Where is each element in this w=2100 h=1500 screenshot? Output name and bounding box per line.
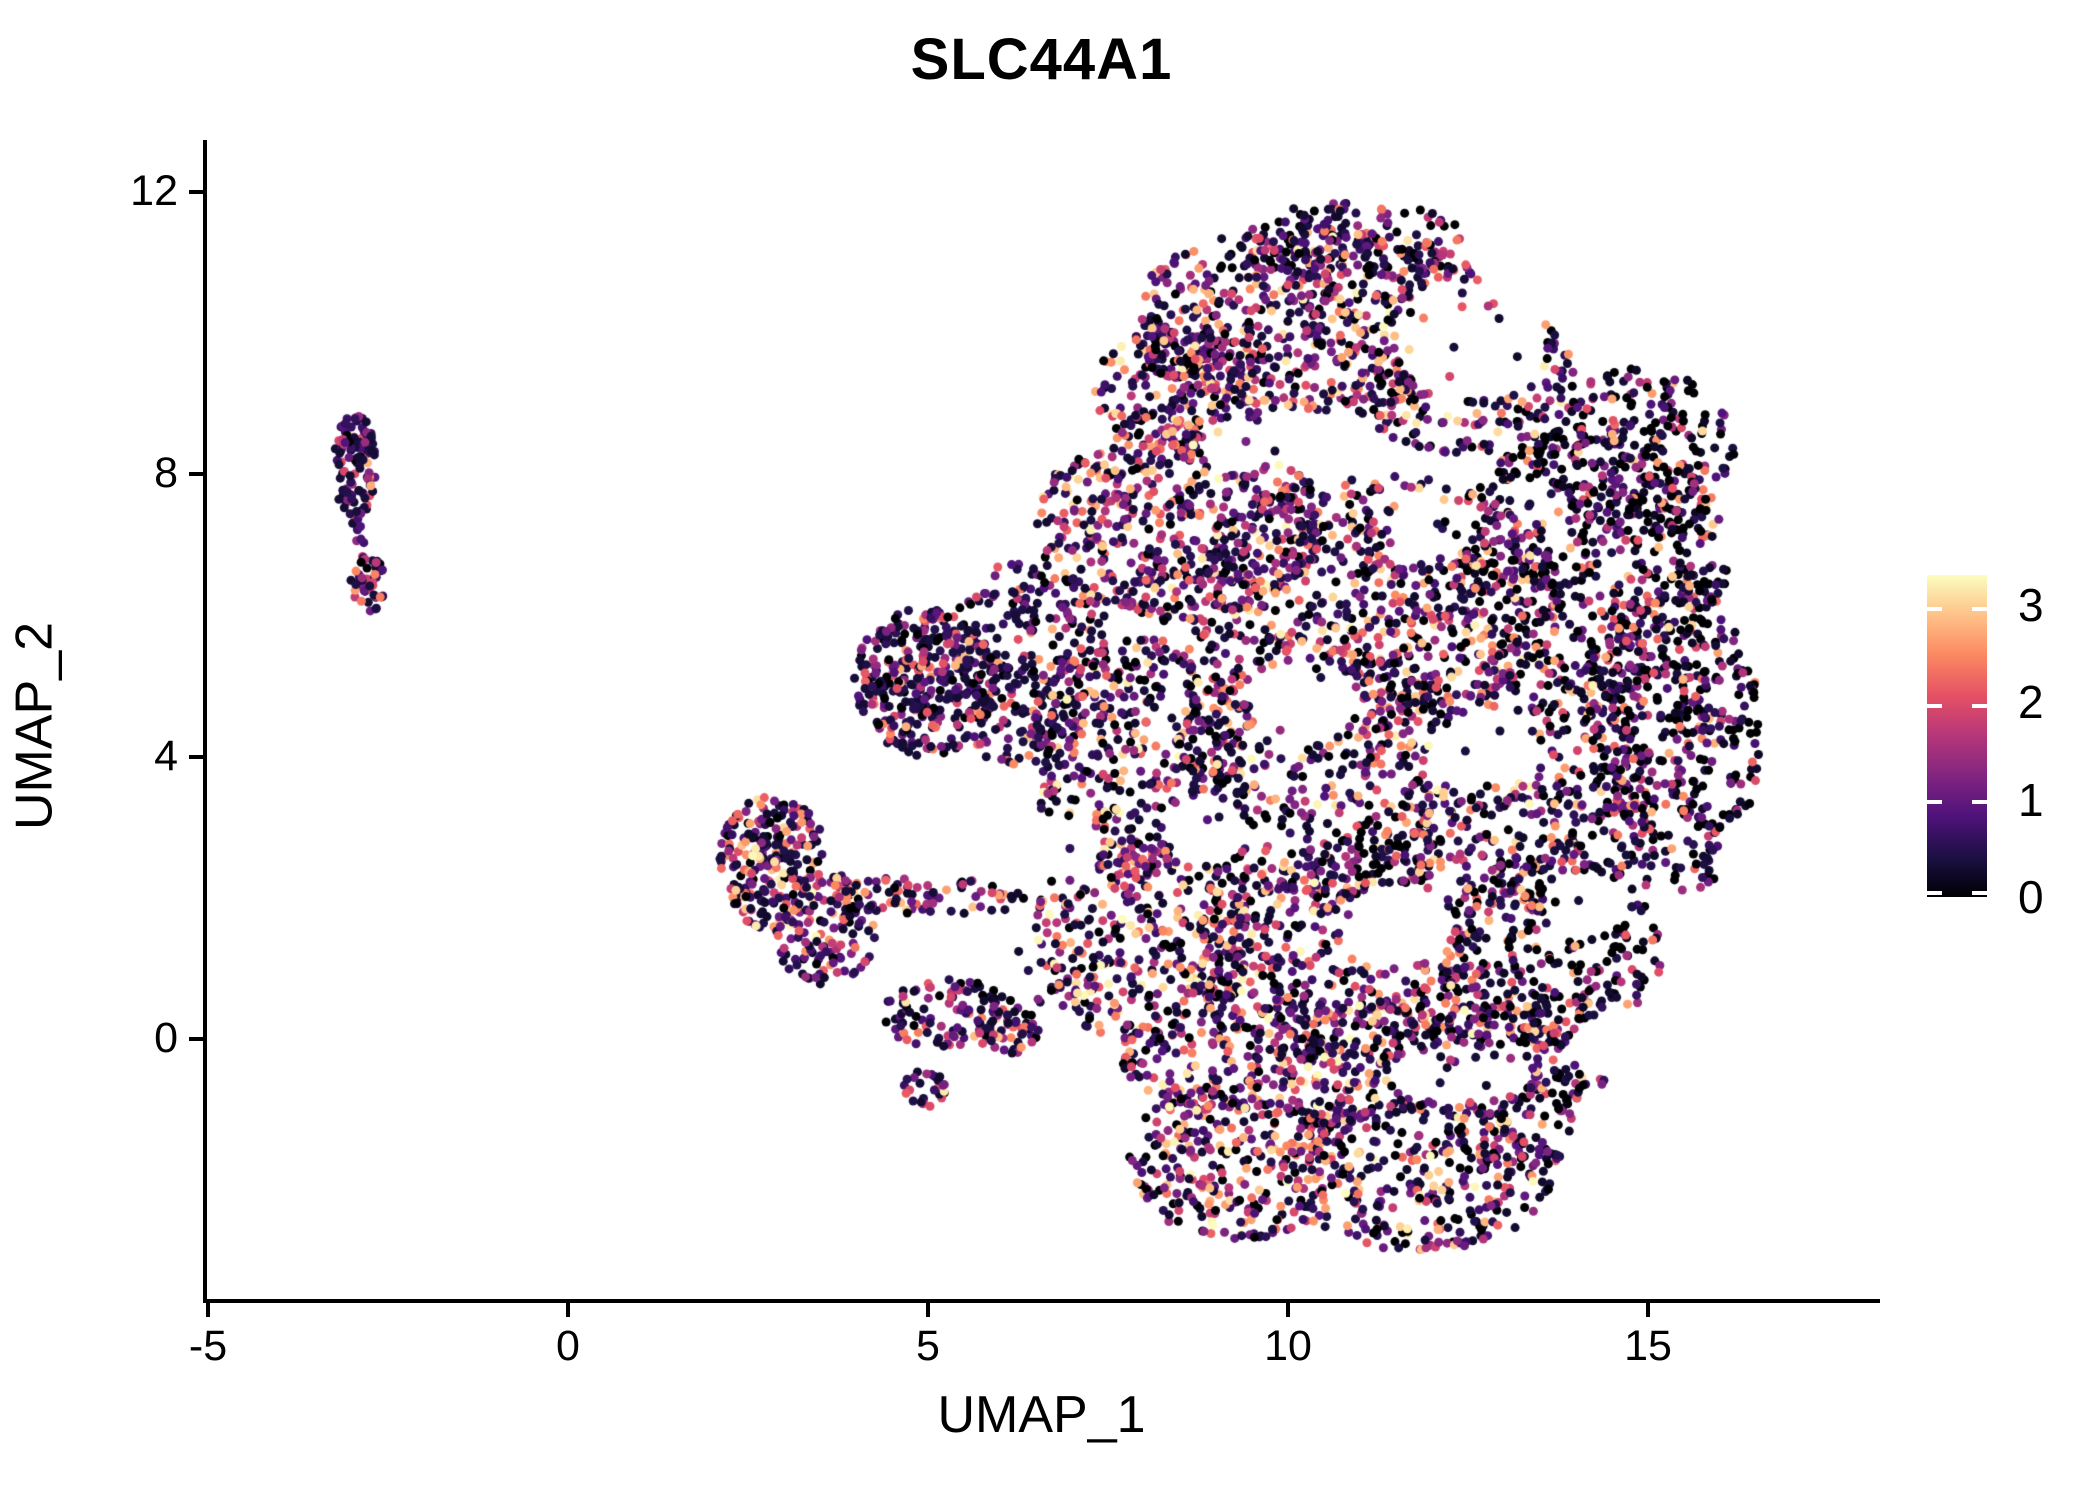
x-axis-title: UMAP_1	[937, 1386, 1146, 1444]
colorbar-tick-label-2: 2	[2018, 676, 2044, 728]
colorbar-tick-label-1: 1	[2018, 774, 2044, 826]
x-tick-mark-2	[926, 1303, 930, 1317]
colorbar-tick-dash-2-left	[1927, 703, 1942, 708]
y-tick-label-2: 8	[154, 449, 178, 498]
colorbar-tick-label-0: 0	[2018, 871, 2044, 923]
colorbar-tick-dash-1-left	[1927, 800, 1942, 805]
y-tick-mark-3	[189, 189, 203, 194]
colorbar-tick-dash-3-right	[1972, 607, 1987, 612]
colorbar-tick-dash-3-left	[1927, 607, 1942, 612]
colorbar-tick-dash-0-right	[1972, 891, 1987, 895]
y-tick-label-1: 4	[154, 731, 178, 780]
x-tick-label-0: -5	[188, 1322, 228, 1370]
x-tick-mark-1	[566, 1303, 570, 1317]
y-axis-line	[203, 140, 207, 1303]
expression-colorbar	[1927, 575, 1987, 897]
colorbar-tick-dash-0-left	[1927, 891, 1942, 895]
x-tick-label-4: 15	[1624, 1322, 1672, 1370]
y-axis-title: UMAP_2	[5, 621, 64, 831]
x-tick-mark-3	[1286, 1303, 1290, 1317]
y-tick-mark-1	[189, 754, 203, 759]
x-tick-mark-0	[206, 1303, 210, 1317]
y-tick-label-0: 0	[154, 1014, 178, 1062]
x-tick-mark-4	[1646, 1303, 1650, 1317]
colorbar-tick-dash-1-right	[1972, 800, 1987, 805]
plot-title: SLC44A1	[910, 27, 1173, 92]
colorbar-tick-label-3: 3	[2018, 579, 2044, 631]
x-tick-label-3: 10	[1264, 1322, 1312, 1370]
colorbar-tick-dash-2-right	[1972, 703, 1987, 708]
y-tick-mark-2	[189, 472, 203, 477]
x-axis-line	[203, 1299, 1880, 1303]
y-tick-label-3: 12	[130, 166, 178, 215]
x-tick-label-2: 5	[916, 1322, 940, 1370]
y-tick-mark-0	[189, 1037, 203, 1041]
x-tick-label-1: 0	[556, 1322, 580, 1370]
